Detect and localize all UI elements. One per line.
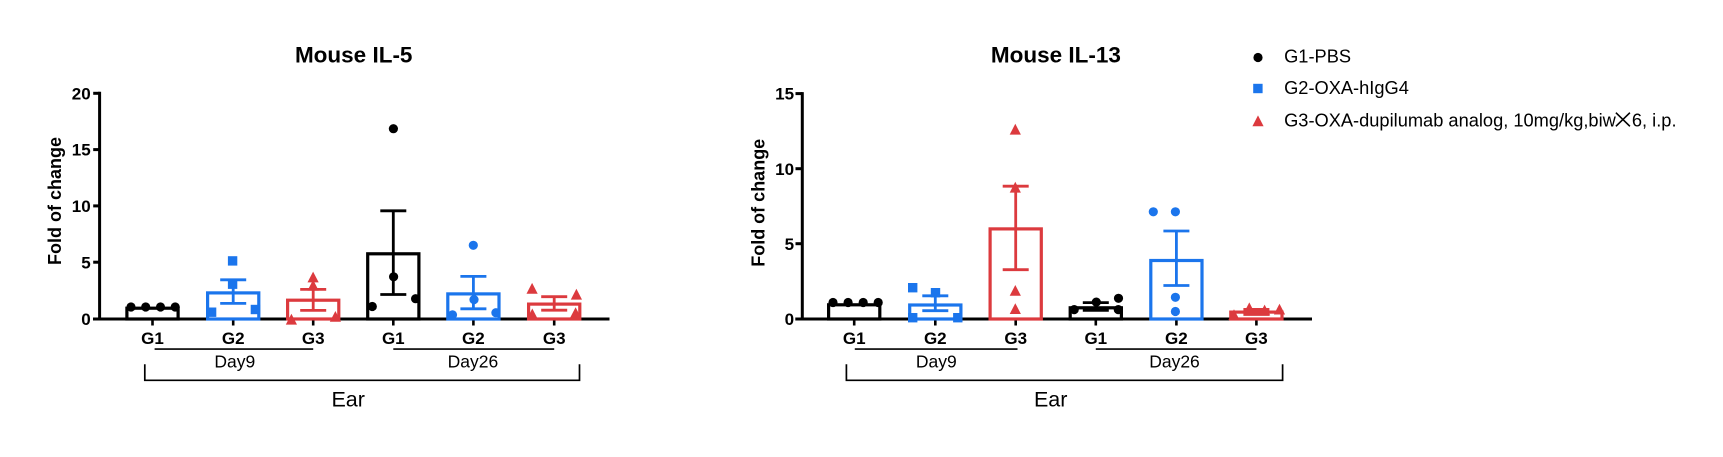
svg-text:G1: G1 [1084, 329, 1107, 348]
svg-text:G3: G3 [302, 329, 325, 348]
svg-text:G3: G3 [1004, 329, 1027, 348]
svg-text:15: 15 [72, 141, 91, 160]
svg-text:G1-PBS: G1-PBS [1284, 46, 1351, 67]
svg-text:Day26: Day26 [448, 351, 499, 371]
svg-text:Day9: Day9 [214, 351, 255, 371]
svg-text:10: 10 [775, 160, 794, 179]
svg-text:G1: G1 [843, 329, 866, 348]
svg-text:Fold of change: Fold of change [45, 137, 65, 265]
svg-text:5: 5 [81, 253, 90, 272]
svg-text:20: 20 [72, 84, 91, 103]
svg-text:10: 10 [72, 197, 91, 216]
svg-text:G2: G2 [1165, 329, 1188, 348]
svg-text:0: 0 [785, 310, 794, 329]
svg-text:Mouse IL-5: Mouse IL-5 [295, 43, 413, 68]
svg-text:G2-OXA-hIgG4: G2-OXA-hIgG4 [1284, 77, 1409, 98]
svg-text:Day9: Day9 [916, 351, 957, 371]
svg-text:Ear: Ear [331, 388, 364, 412]
svg-text:Day26: Day26 [1149, 351, 1200, 371]
svg-text:Mouse IL-13: Mouse IL-13 [991, 43, 1121, 68]
svg-text:G3: G3 [1245, 329, 1268, 348]
svg-text:G2: G2 [222, 329, 245, 348]
svg-text:G2: G2 [924, 329, 947, 348]
svg-text:G1: G1 [382, 329, 405, 348]
svg-text:G2: G2 [462, 329, 485, 348]
svg-text:G1: G1 [141, 329, 164, 348]
svg-text:G3: G3 [543, 329, 566, 348]
svg-text:5: 5 [785, 235, 794, 254]
svg-text:0: 0 [81, 310, 90, 329]
svg-text:G3-OXA-dupilumab analog, 10mg/: G3-OXA-dupilumab analog, 10mg/kg,biw [1284, 110, 1617, 131]
svg-text:Ear: Ear [1034, 388, 1067, 412]
svg-text:Fold of change: Fold of change [748, 139, 768, 267]
svg-text:6, i.p.: 6, i.p. [1632, 110, 1677, 131]
svg-text:15: 15 [775, 85, 794, 104]
